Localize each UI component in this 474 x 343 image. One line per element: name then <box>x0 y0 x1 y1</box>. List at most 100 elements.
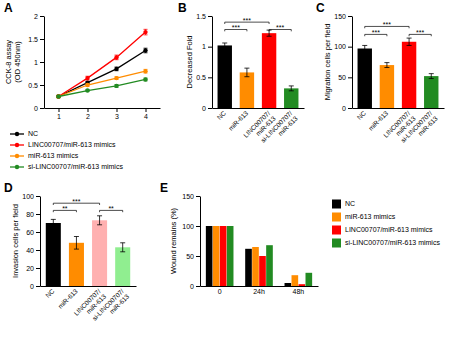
x-tick: 2 <box>86 108 90 120</box>
legend-label: LINC00707/miR-613 mimics <box>28 141 116 148</box>
x-tick: miR-613 <box>56 287 79 310</box>
x-tick-label: 3 <box>115 113 119 120</box>
y-tick-mark <box>208 108 212 109</box>
y-tick-mark <box>348 77 352 78</box>
y-tick-mark <box>36 286 40 287</box>
point <box>143 69 147 73</box>
error-bar <box>97 216 102 225</box>
point <box>114 55 118 59</box>
x-tick-mark <box>146 108 147 112</box>
error-bar <box>289 86 294 91</box>
y-axis-title: Wound remains (%) <box>169 207 178 274</box>
x-tick: NC <box>44 287 56 299</box>
x-axis: NCmiR-613LINC00707/miR-613si-LINC00707/m… <box>41 287 137 327</box>
y-tick: 40 <box>26 247 40 254</box>
legend-item: NC <box>10 130 38 137</box>
x-tick-label: 2 <box>86 113 90 120</box>
bar <box>284 88 298 108</box>
legend-swatch <box>332 226 341 235</box>
x-tick-label: NC <box>215 109 227 121</box>
y-tick-mark <box>40 16 44 17</box>
error-bar <box>115 85 119 88</box>
figure: A00.511.52CCK-8 assay(OD 450nm)1234NCLIN… <box>0 0 474 343</box>
y-tick-label: 0 <box>202 105 206 112</box>
plot-area <box>218 30 299 108</box>
y-tick: 2 <box>34 13 44 20</box>
error-bar <box>115 55 119 60</box>
y-tick-label: 1.5 <box>28 36 38 43</box>
error-bar <box>86 76 90 80</box>
plot-area <box>46 216 130 286</box>
legend-swatch <box>332 200 341 209</box>
panel: A00.511.52CCK-8 assay(OD 450nm)1234NCLIN… <box>4 1 161 170</box>
bar <box>262 33 276 108</box>
error-bar <box>115 77 119 80</box>
panel: D020406080100Invasion cells per fieldNCm… <box>4 181 137 327</box>
y-tick-mark <box>208 16 212 17</box>
x-tick-label: 1 <box>57 113 61 120</box>
y-tick-mark <box>40 85 44 86</box>
x-tick: NC <box>355 109 367 121</box>
x-tick-label: 24h <box>253 288 265 295</box>
x-tick: 1 <box>57 108 61 120</box>
x-tick-label: 4 <box>144 113 148 120</box>
error-bar <box>144 48 148 53</box>
bar <box>220 226 227 286</box>
y-tick-mark <box>196 226 200 227</box>
y-axis: 020406080100 <box>22 193 40 290</box>
x-tick-mark <box>117 108 118 112</box>
x-tick-label: si-LINC00707/miR-613 <box>259 109 299 149</box>
y-tick: 1.5 <box>196 13 212 20</box>
bar <box>285 283 292 286</box>
y-tick: 1 <box>34 59 44 66</box>
y-tick-label: 60 <box>26 229 34 236</box>
y-axis-title: CCK-8 assay(OD 450nm) <box>4 40 22 84</box>
x-tick: NC <box>215 109 227 121</box>
y-tick-mark <box>196 286 200 287</box>
y-tick: 150 <box>334 13 352 20</box>
significance-label: *** <box>416 29 424 36</box>
legend-label: LINC00707/miR-613 mimics <box>345 226 433 233</box>
y-tick: 80 <box>26 211 40 218</box>
point <box>85 76 89 80</box>
x-tick: 0 <box>218 288 222 295</box>
panel-label: D <box>4 181 13 195</box>
bar <box>299 284 306 286</box>
y-axis: 050100150 <box>182 193 200 290</box>
y-tick: 100 <box>182 223 200 230</box>
line <box>59 71 146 96</box>
x-tick-label: NC <box>44 287 56 299</box>
y-axis-line <box>212 17 213 109</box>
y-tick-mark <box>36 232 40 233</box>
y-tick-label: 0.5 <box>28 82 38 89</box>
y-tick: 100 <box>334 43 352 50</box>
plot-area <box>358 38 439 108</box>
x-tick-label: miR-613 <box>56 287 79 310</box>
point <box>114 76 118 80</box>
legend-marker <box>15 143 19 147</box>
y-tick-label: 50 <box>186 253 194 260</box>
x-tick-mark <box>59 108 60 112</box>
y-tick-mark <box>208 77 212 78</box>
y-tick-label: 1.5 <box>196 13 206 20</box>
point <box>56 94 60 98</box>
bar <box>292 275 299 286</box>
y-tick-label: 0 <box>34 105 38 112</box>
legend-item: si-LINC00707/miR-613 mimics <box>10 163 123 170</box>
error-bar <box>362 45 367 51</box>
error-bar <box>120 243 125 252</box>
x-axis: NCmiR-613LINC00707/miR-613si-LINC00707/m… <box>213 109 305 149</box>
y-tick: 0 <box>202 105 212 112</box>
y-axis-title: Decreased Fold <box>185 36 194 89</box>
bar <box>213 226 220 286</box>
error-bar <box>244 68 249 77</box>
x-tick: 3 <box>115 108 119 120</box>
point <box>56 94 60 98</box>
y-axis-title: Invasion cells per field <box>11 204 20 278</box>
legend-label: NC <box>28 130 38 137</box>
y-axis-line <box>200 197 201 287</box>
y-tick-mark <box>196 196 200 197</box>
line <box>59 32 146 96</box>
x-axis-line <box>45 108 161 109</box>
legend-marker <box>15 165 19 169</box>
